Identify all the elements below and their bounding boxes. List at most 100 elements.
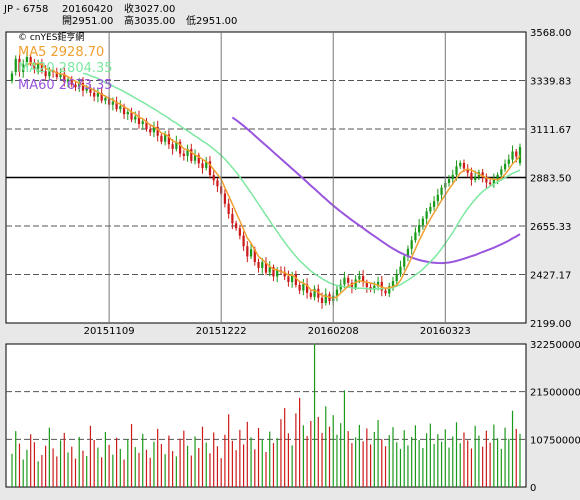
candle-body xyxy=(391,281,395,287)
price-y-axis: 3568.00 3339.83 3111.67 2883.50 2655.33 2427.… xyxy=(530,28,571,330)
candle-body xyxy=(261,262,264,268)
price-tick-label: 2199.00 xyxy=(530,319,571,330)
candle-body xyxy=(496,174,499,180)
candle-body xyxy=(459,162,462,167)
candle-body xyxy=(253,249,256,262)
price-tick-label: 2427.17 xyxy=(530,270,571,281)
candle-body xyxy=(197,155,200,164)
candle-body xyxy=(500,169,503,175)
date-tick-label: 20151109 xyxy=(84,326,135,337)
candle-body xyxy=(302,284,305,291)
candle-body xyxy=(216,180,219,187)
candle-body xyxy=(291,274,294,282)
candle-body xyxy=(373,285,376,290)
candle-body xyxy=(324,294,327,304)
price-tick-label: 3339.83 xyxy=(530,77,571,88)
volume-tick-label: 21500000 xyxy=(530,388,580,399)
candle-body xyxy=(145,121,148,130)
candle-body xyxy=(403,256,406,267)
candle-body xyxy=(376,281,380,286)
candle-body xyxy=(272,267,275,277)
candle-body xyxy=(212,175,215,181)
date-tick-label: 20151222 xyxy=(196,326,247,337)
open-label: 開2951.00 xyxy=(62,15,113,27)
candle-body xyxy=(429,206,432,212)
ma60-line xyxy=(231,116,521,265)
candle-body xyxy=(298,284,301,291)
candle-body xyxy=(436,194,439,202)
ma60-legend: MA60 2673.35 xyxy=(18,78,113,93)
candle-body xyxy=(104,97,107,101)
candle-body xyxy=(320,297,324,304)
candle-body xyxy=(354,279,357,288)
candle-body xyxy=(421,218,425,226)
candle-body xyxy=(234,223,238,229)
candle-body xyxy=(388,286,391,294)
candle-body xyxy=(93,92,96,97)
low-label: 低2951.00 xyxy=(186,14,237,27)
candle-body xyxy=(309,292,312,297)
candle-body xyxy=(193,155,197,161)
ma20-legend: MA20 2804.35 xyxy=(18,61,113,76)
candle-body xyxy=(111,101,114,105)
candle-body xyxy=(22,64,25,72)
candle-body xyxy=(447,179,451,183)
candle-body xyxy=(343,277,346,285)
candle-body xyxy=(358,276,361,280)
candle-body xyxy=(164,134,167,142)
candle-body xyxy=(406,248,410,257)
volume-tick-label: 10750000 xyxy=(530,435,580,446)
candle-body xyxy=(395,274,398,282)
candle-body xyxy=(432,201,436,207)
candle-body xyxy=(156,126,159,136)
candle-body xyxy=(264,262,268,273)
volume-grid xyxy=(6,391,526,440)
candle-body xyxy=(339,284,342,290)
candle-body xyxy=(410,240,413,249)
candle-body xyxy=(171,144,174,149)
date-tick-label: 20160323 xyxy=(420,326,471,337)
candle-body xyxy=(455,166,458,175)
candle-body xyxy=(515,151,518,157)
candle-body xyxy=(246,246,249,257)
candle-body xyxy=(208,161,212,176)
candle-body xyxy=(190,148,193,161)
candle-body xyxy=(126,111,129,115)
candle-body xyxy=(384,290,387,294)
candle-body xyxy=(59,73,62,78)
candle-body xyxy=(481,172,484,178)
candle-body xyxy=(238,228,241,236)
candle-body xyxy=(347,277,350,283)
candle-body xyxy=(96,93,100,97)
candle-body xyxy=(55,71,58,78)
candle-body xyxy=(29,57,32,63)
candle-body xyxy=(160,135,163,142)
candle-body xyxy=(186,148,189,156)
volume-bars xyxy=(11,343,521,487)
candle-body xyxy=(182,153,185,156)
candle-body xyxy=(205,161,208,169)
price-tick-label: 2655.33 xyxy=(530,222,571,233)
candle-body xyxy=(305,284,309,293)
candle-body xyxy=(276,270,279,277)
candle-body xyxy=(85,87,88,91)
candle-body xyxy=(451,174,454,180)
candle-body xyxy=(492,179,495,185)
candle-body xyxy=(488,182,492,185)
candle-body xyxy=(518,146,522,164)
candle-body xyxy=(414,232,417,241)
candle-body xyxy=(48,69,51,77)
candle-body xyxy=(335,289,339,296)
price-tick-label: 3568.00 xyxy=(530,28,571,39)
ma20-line xyxy=(82,72,521,290)
candle-body xyxy=(89,87,92,93)
candle-body xyxy=(115,101,118,110)
high-label: 高3035.00 xyxy=(124,14,175,27)
candle-body xyxy=(152,126,156,133)
candle-body xyxy=(201,163,204,169)
candle-body xyxy=(25,57,29,65)
candle-body xyxy=(149,129,152,133)
copyright-label: © cnYES鉅亨網 xyxy=(18,31,84,43)
candle-body xyxy=(511,151,514,160)
candle-body xyxy=(399,266,402,275)
